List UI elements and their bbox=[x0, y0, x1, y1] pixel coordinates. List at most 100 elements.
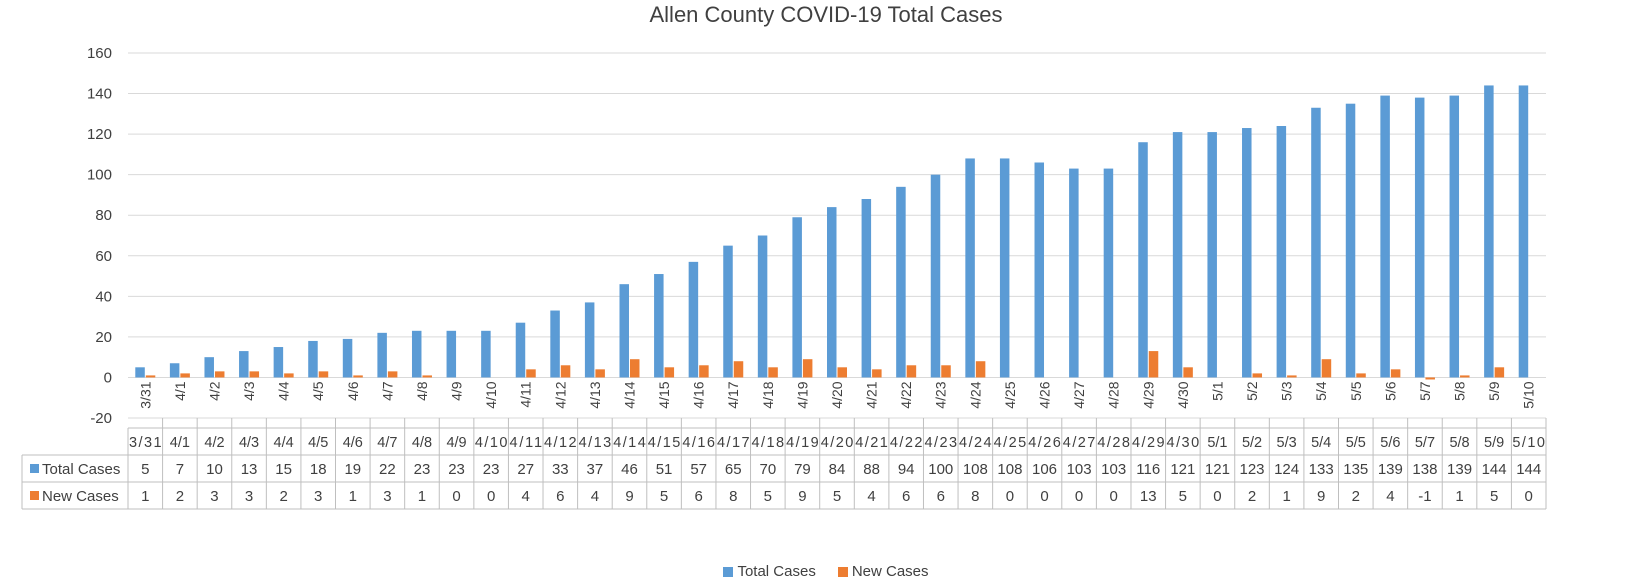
bar-new-cases bbox=[941, 365, 951, 378]
table-value-cell: 0 bbox=[1110, 488, 1118, 505]
x-tick-label: 4/6 bbox=[345, 381, 361, 401]
bar-total-cases bbox=[999, 158, 1010, 378]
bar-total-cases bbox=[1207, 132, 1217, 378]
bar-new-cases bbox=[249, 371, 260, 378]
bar-new-cases bbox=[526, 369, 536, 378]
table-value-cell: 135 bbox=[1343, 461, 1368, 478]
bar-new-cases bbox=[214, 371, 225, 378]
table-category-cell: 4/19 bbox=[786, 435, 819, 451]
table-value-cell: 18 bbox=[310, 461, 327, 478]
bar-new-cases bbox=[906, 365, 917, 378]
bar-total-cases bbox=[1345, 103, 1356, 378]
x-tick-label: 4/15 bbox=[656, 381, 672, 408]
bar-total-cases bbox=[1172, 132, 1183, 378]
table-value-cell: 121 bbox=[1205, 461, 1230, 478]
table-value-cell: 133 bbox=[1309, 461, 1334, 478]
bar-total-cases bbox=[273, 347, 284, 378]
x-tick-label: 4/22 bbox=[898, 381, 914, 408]
bar-total-cases bbox=[1034, 162, 1045, 378]
table-value-cell: 8 bbox=[729, 488, 737, 505]
table-category-cell: 4/18 bbox=[752, 435, 785, 451]
table-category-cell: 5/10 bbox=[1512, 435, 1545, 451]
bar-total-cases bbox=[1380, 95, 1390, 378]
x-tick-label: 4/18 bbox=[760, 381, 776, 408]
table-value-cell: 5 bbox=[141, 461, 149, 478]
legend-item: Total Cases bbox=[723, 563, 816, 580]
bar-total-cases bbox=[135, 367, 145, 378]
x-tick-label: 4/23 bbox=[933, 381, 949, 408]
table-value-cell: 138 bbox=[1412, 461, 1437, 478]
bar-new-cases bbox=[768, 367, 778, 378]
bar-total-cases bbox=[1138, 142, 1148, 378]
table-category-cell: 5/1 bbox=[1207, 435, 1227, 451]
table-category-cell: 4/14 bbox=[613, 435, 646, 451]
bar-new-cases bbox=[664, 367, 675, 378]
bar-new-cases bbox=[699, 365, 709, 378]
table-value-cell: 57 bbox=[690, 461, 707, 478]
table-value-cell: 10 bbox=[206, 461, 223, 478]
table-value-cell: 65 bbox=[725, 461, 742, 478]
table-value-cell: 139 bbox=[1378, 461, 1403, 478]
bar-total-cases bbox=[827, 207, 837, 378]
x-tick-label: 4/30 bbox=[1175, 381, 1191, 408]
bar-total-cases bbox=[1276, 126, 1287, 378]
bar-new-cases bbox=[353, 375, 363, 378]
bar-new-cases bbox=[1425, 377, 1435, 380]
table-value-cell: 0 bbox=[1213, 488, 1221, 505]
table-category-cell: 4/6 bbox=[343, 435, 363, 451]
bar-new-cases bbox=[802, 359, 813, 378]
legend: Total Cases New Cases bbox=[0, 563, 1652, 580]
x-tick-label: 4/28 bbox=[1106, 381, 1122, 408]
table-row-header: New Cases bbox=[42, 488, 119, 505]
table-value-cell: 5 bbox=[764, 488, 772, 505]
bar-total-cases bbox=[1518, 85, 1529, 378]
bar-total-cases bbox=[1311, 107, 1321, 378]
table-value-cell: 4 bbox=[867, 488, 875, 505]
table-category-cell: 4/9 bbox=[446, 435, 466, 451]
table-value-cell: 2 bbox=[176, 488, 184, 505]
x-tick-label: 4/10 bbox=[483, 381, 499, 408]
x-tick-label: 4/8 bbox=[414, 381, 430, 401]
bar-new-cases bbox=[1494, 367, 1505, 378]
x-tick-label: 4/1 bbox=[172, 381, 188, 401]
table-category-cell: 4/2 bbox=[204, 435, 224, 451]
table-value-cell: 3 bbox=[245, 488, 253, 505]
table-value-cell: 4 bbox=[1386, 488, 1394, 505]
x-tick-label: 5/8 bbox=[1452, 381, 1468, 401]
table-value-cell: 144 bbox=[1516, 461, 1541, 478]
x-tick-label: 4/27 bbox=[1071, 381, 1087, 408]
chart-title: Allen County COVID-19 Total Cases bbox=[649, 2, 1003, 27]
table-value-cell: 144 bbox=[1482, 461, 1507, 478]
bar-total-cases bbox=[584, 302, 595, 378]
x-tick-label: 3/31 bbox=[137, 381, 153, 408]
bar-total-cases bbox=[169, 363, 180, 378]
bar-new-cases bbox=[1148, 351, 1159, 378]
x-tick-label: 4/7 bbox=[379, 381, 395, 401]
bar-total-cases bbox=[550, 310, 560, 378]
legend-swatch bbox=[837, 566, 848, 577]
table-value-cell: 2 bbox=[1352, 488, 1360, 505]
table-value-cell: 106 bbox=[1032, 461, 1057, 478]
table-category-cell: 4/25 bbox=[994, 435, 1027, 451]
x-tick-label: 4/13 bbox=[587, 381, 603, 408]
table-value-cell: 5 bbox=[660, 488, 668, 505]
x-tick-label: 5/3 bbox=[1279, 381, 1295, 401]
table-category-cell: 5/8 bbox=[1449, 435, 1469, 451]
x-tick-label: 4/17 bbox=[725, 381, 741, 408]
table-category-cell: 4/27 bbox=[1063, 435, 1096, 451]
table-value-cell: 37 bbox=[587, 461, 604, 478]
bar-new-cases bbox=[422, 375, 432, 378]
table-row-header: Total Cases bbox=[42, 461, 120, 478]
table-value-cell: 70 bbox=[759, 461, 776, 478]
bar-total-cases bbox=[1449, 95, 1460, 378]
y-tick-label: -20 bbox=[90, 410, 112, 427]
table-category-cell: 5/6 bbox=[1380, 435, 1400, 451]
x-tick-label: 4/11 bbox=[518, 381, 534, 407]
table-value-cell: 88 bbox=[863, 461, 880, 478]
table-value-cell: 79 bbox=[794, 461, 811, 478]
legend-label: New Cases bbox=[851, 563, 929, 580]
bar-new-cases bbox=[1321, 359, 1332, 378]
x-tick-label: 4/9 bbox=[449, 381, 465, 401]
table-value-cell: 3 bbox=[314, 488, 322, 505]
